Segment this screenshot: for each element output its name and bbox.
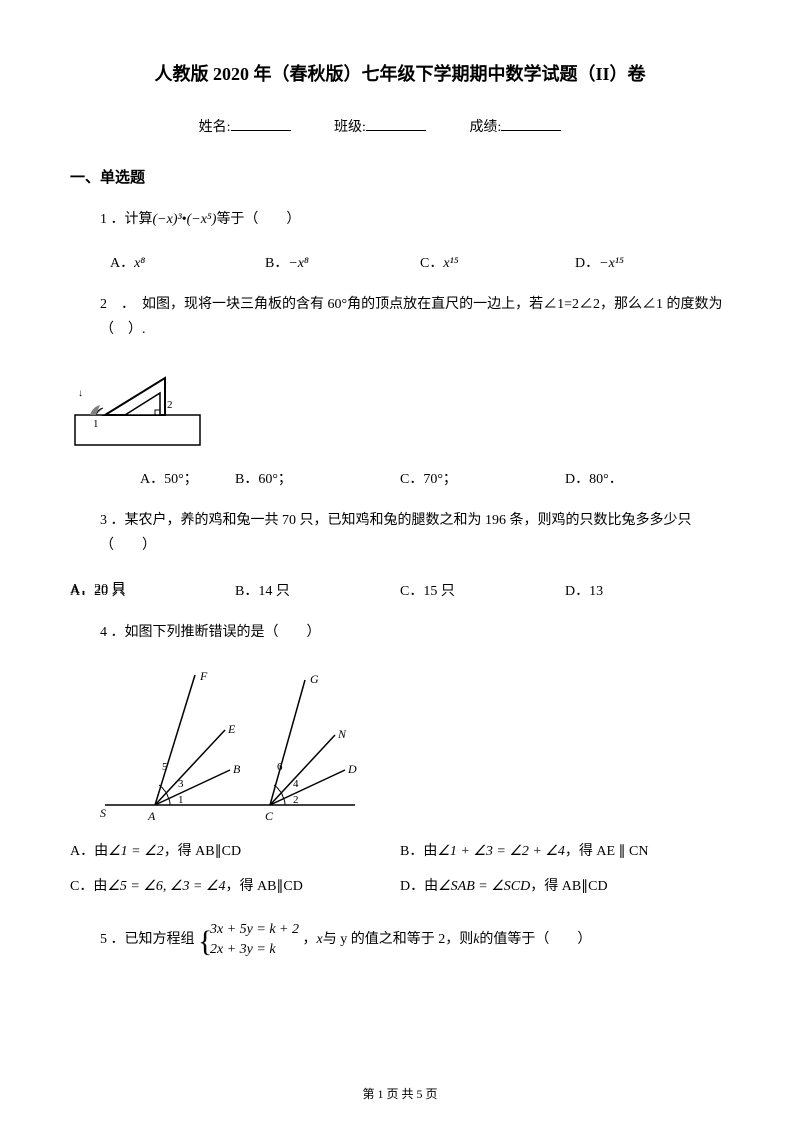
page-title: 人教版 2020 年（春秋版）七年级下学期期中数学试题（II）卷 [70,60,730,86]
q1-expr: (−x)³•(−x⁵) [153,212,217,227]
svg-text:D: D [347,762,357,776]
q3-option-c: C．15 只 [400,580,565,600]
class-blank [366,130,426,131]
svg-text:B: B [233,762,241,776]
q4a-suffix: ，得 AB∥CD [164,844,241,859]
q2-diagram: 1 2 ↓ [70,363,730,453]
q5-suffix-a: ， [302,932,316,947]
name-blank [231,130,291,131]
q2-text: 2 ． 如图，现将一块三角板的含有 60°角的顶点放在直尺的一边上，若∠1=2∠… [70,292,730,342]
q5-prefix: 5 ．已知方程组 [100,932,195,947]
svg-text:2: 2 [293,794,299,806]
svg-text:F: F [199,669,208,683]
question-2: 2 ． 如图，现将一块三角板的含有 60°角的顶点放在直尺的一边上，若∠1=2∠… [70,292,730,342]
question-4: 4 ．如图下列推断错误的是（ ） [70,620,730,645]
svg-text:5: 5 [162,761,168,773]
q1-option-c: C．x¹⁵ [420,252,575,272]
svg-text:↓: ↓ [78,388,83,399]
q4a-mid: ∠1 = ∠2 [108,844,164,859]
question-1: 1 ．计算(−x)³•(−x⁵)等于（ ） [70,207,730,232]
q2-option-c: C．70°； [400,468,565,488]
svg-text:G: G [310,672,319,686]
svg-text:A: A [147,809,156,823]
q4d-prefix: D．由 [400,879,438,894]
q4-option-c: C．由∠5 = ∠6, ∠3 = ∠4，得 AB∥CD [70,875,400,895]
q1-option-b: B．−x⁸ [265,252,420,272]
q1-optA-expr: x⁸ [134,256,145,271]
q1-optD-label: D． [575,256,599,271]
svg-text:6: 6 [277,761,283,773]
q5-equation-system: 3x + 5y = k + 2 2x + 3y = k [198,920,299,959]
q3-option-d: D．13 [565,580,730,600]
q4c-mid: ∠5 = ∠6, ∠3 = ∠4 [107,879,225,894]
q1-optB-label: B． [265,256,288,271]
q1-optB-expr: −x⁸ [288,256,309,271]
q4-diagram: S A C F E B 1 3 5 G N D 2 4 6 [70,665,730,825]
q5-eq2: 2x + 3y = k [210,940,299,960]
svg-text:E: E [227,722,236,736]
q4-option-a: A．由∠1 = ∠2，得 AB∥CD [70,840,400,860]
q4-option-b: B．由∠1 + ∠3 = ∠2 + ∠4，得 AE ∥ CN [400,840,730,860]
q2-option-a: A．50°； [70,468,235,488]
q4a-prefix: A．由 [70,844,108,859]
q4d-suffix: ，得 AB∥CD [530,879,607,894]
svg-text:1: 1 [178,794,184,806]
score-label: 成绩: [469,120,501,135]
page-footer: 第 1 页 共 5 页 [0,1085,800,1102]
question-5: 5 ．已知方程组 3x + 5y = k + 2 2x + 3y = k ，x与… [70,920,730,959]
score-blank [501,130,561,131]
q3-text: 3 ．某农户，养的鸡和兔一共 70 只，已知鸡和兔的腿数之和为 196 条，则鸡… [100,508,730,558]
q5-eq1: 3x + 5y = k + 2 [210,920,299,940]
class-label: 班级: [334,120,366,135]
q1-optA-label: A． [110,256,134,271]
q3-option-b: B．14 只 [235,580,400,600]
svg-text:S: S [100,806,106,820]
q4c-suffix: ，得 AB∥CD [225,879,302,894]
name-label: 姓名: [199,120,231,135]
q3-option-a2: A．20 只 [70,580,235,600]
q4-option-d: D．由∠SAB = ∠SCD，得 AB∥CD [400,875,730,895]
q1-option-a: A．x⁸ [110,252,265,272]
q4b-prefix: B．由 [400,844,437,859]
q5-suffix-c: 与 y 的值之和等于 2，则 [323,932,474,947]
svg-text:4: 4 [293,778,299,790]
angle2-label: 2 [167,399,173,411]
q4-text: 4 ．如图下列推断错误的是（ ） [100,620,730,645]
q2-option-d: D．80°． [565,468,730,488]
section-title: 一、单选题 [70,166,730,187]
info-line: 姓名: 班级: 成绩: [70,116,730,136]
q1-suffix: 等于（ ） [216,212,300,227]
q2-option-b: B．60°； [235,468,400,488]
q5-suffix-e: 的值等于（ ） [479,932,591,947]
q1-optC-expr: x¹⁵ [443,256,458,271]
q1-prefix: 1 ．计算 [100,212,153,227]
q4d-mid: ∠SAB = ∠SCD [438,879,530,894]
q1-optC-label: C． [420,256,443,271]
svg-text:N: N [337,727,347,741]
q4b-suffix: ，得 AE ∥ CN [565,844,649,859]
q4b-mid: ∠1 + ∠3 = ∠2 + ∠4 [437,844,565,859]
angle1-label: 1 [93,418,99,430]
q1-optD-expr: −x¹⁵ [599,256,624,271]
svg-text:3: 3 [178,778,184,790]
svg-text:C: C [265,809,274,823]
q1-option-d: D．−x¹⁵ [575,252,730,272]
question-3: 3 ．某农户，养的鸡和兔一共 70 只，已知鸡和兔的腿数之和为 196 条，则鸡… [70,508,730,558]
q4c-prefix: C．由 [70,879,107,894]
